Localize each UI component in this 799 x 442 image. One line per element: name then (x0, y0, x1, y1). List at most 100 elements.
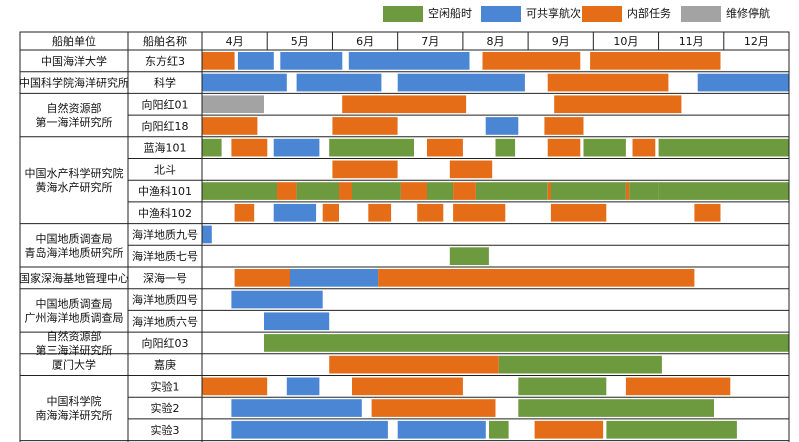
ship-name: 中渔科102 (138, 206, 192, 220)
unit-name: 中国地质调查局广州海洋地质调查局 (25, 296, 124, 324)
bar-internal (202, 52, 235, 70)
bar-idle (658, 138, 789, 157)
bar-idle (606, 420, 708, 439)
bar-internal (332, 160, 398, 179)
table-frame (19, 31, 790, 442)
bar-internal (534, 420, 604, 439)
unit-name-line: 厦门大学 (52, 358, 96, 372)
bar-idle (264, 334, 789, 352)
unit-name-line: 第一海洋研究所 (36, 115, 113, 129)
ship-name: 北斗 (154, 163, 176, 176)
unit-name: 自然资源部第一海洋研究所 (36, 101, 113, 129)
ship-name: 东方红3 (145, 54, 185, 68)
ship-name: 实验2 (151, 401, 180, 415)
legend-swatch-shared (481, 6, 521, 22)
bar-shared (202, 225, 212, 244)
month-label: 7月 (421, 35, 439, 48)
bar-internal (482, 52, 581, 70)
ship-name: 向阳红03 (142, 336, 189, 350)
legend: 空闲船时 可共享航次 内部任务 维修停航 (0, 0, 799, 30)
bar-shared (397, 420, 486, 439)
month-label: 12月 (744, 35, 769, 48)
bar-internal (371, 399, 496, 417)
bar-maintenance (202, 95, 264, 114)
bar-internal (625, 377, 731, 396)
bar-shared (348, 52, 470, 70)
bar-internal (427, 138, 463, 157)
bar-internal (202, 377, 268, 396)
bar-internal (547, 73, 669, 92)
legend-label-shared: 可共享航次 (526, 7, 581, 20)
unit-name: 中国地质调查局青岛海洋地质研究所 (25, 231, 124, 259)
bar-internal (694, 203, 721, 222)
bar-internal (453, 182, 476, 200)
unit-name-line: 青岛海洋地质研究所 (25, 245, 124, 259)
unit-name: 中国海洋大学 (41, 54, 107, 68)
bar-shared (273, 203, 317, 222)
bar-shared (264, 312, 330, 331)
month-label: 10月 (613, 35, 638, 48)
bar-shared (697, 73, 789, 92)
bar-internal (322, 203, 339, 222)
unit-name: 中国水产科学研究院黄海水产研究所 (25, 166, 124, 194)
bar-internal (378, 269, 695, 287)
bar-shared (280, 52, 343, 70)
month-label: 4月 (226, 35, 244, 48)
bar-idle (202, 138, 222, 157)
bar-internal (277, 182, 297, 200)
unit-name-line: 国家深海基地管理中心 (19, 271, 129, 285)
bar-idle (475, 182, 548, 200)
bar-shared (231, 420, 388, 439)
month-label: 8月 (487, 35, 505, 48)
bar-shared (273, 138, 320, 157)
unit-name-line: 中国地质调查局 (36, 231, 113, 245)
bar-internal (590, 52, 721, 70)
ship-name: 海洋地质四号 (132, 293, 198, 307)
bar-idle (329, 138, 414, 157)
bar-internal (339, 182, 352, 200)
unit-name-line: 南海海洋研究所 (36, 408, 113, 422)
legend-swatch-maintenance (681, 6, 721, 22)
bar-shared (237, 52, 274, 70)
bar-shared (202, 73, 287, 92)
bar-internal (453, 203, 506, 222)
bar-internal (329, 355, 499, 374)
bar-idle (518, 377, 607, 396)
bar-internal (400, 182, 427, 200)
bar-idle (296, 182, 339, 200)
unit-name-line: 自然资源部 (47, 329, 102, 343)
unit-name-line: 中国科学院 (47, 394, 102, 408)
ship-name: 向阳红18 (142, 119, 189, 133)
bar-idle (518, 399, 714, 417)
unit-name: 中国科学院南海海洋研究所 (36, 394, 113, 422)
bar-internal (449, 160, 493, 179)
unit-name-line: 中国海洋大学 (41, 54, 107, 68)
legend-swatch-idle (383, 6, 423, 22)
ship-name: 嘉庚 (154, 358, 176, 372)
bar-internal (632, 138, 656, 157)
ship-name: 向阳红01 (142, 97, 189, 111)
bar-shared (286, 377, 320, 396)
bar-internal (352, 377, 463, 396)
bar-idle (629, 182, 659, 200)
bar-shared (231, 399, 362, 417)
bar-idle (550, 182, 626, 200)
bar-shared (290, 269, 379, 287)
ship-name: 科学 (154, 76, 176, 90)
unit-name-line: 中国水产科学研究院 (25, 166, 124, 180)
unit-name-line: 自然资源部 (47, 101, 102, 115)
bar-internal (202, 117, 258, 135)
bar-idle (427, 182, 454, 200)
header-unit: 船舶单位 (52, 34, 96, 48)
unit-name: 自然资源部第三海洋研究所 (36, 329, 113, 357)
ship-name: 中渔科101 (138, 184, 192, 198)
legend-label-maintenance: 维修停航 (726, 7, 770, 20)
unit-name-line: 广州海洋地质调查局 (25, 310, 124, 324)
ship-name: 海洋地质六号 (132, 314, 198, 328)
bar-shared (397, 73, 525, 92)
bar-internal (417, 203, 444, 222)
ship-name: 海洋地质九号 (132, 227, 198, 241)
bar-idle (495, 138, 516, 157)
bar-idle (707, 420, 737, 439)
bar-internal (547, 182, 551, 200)
